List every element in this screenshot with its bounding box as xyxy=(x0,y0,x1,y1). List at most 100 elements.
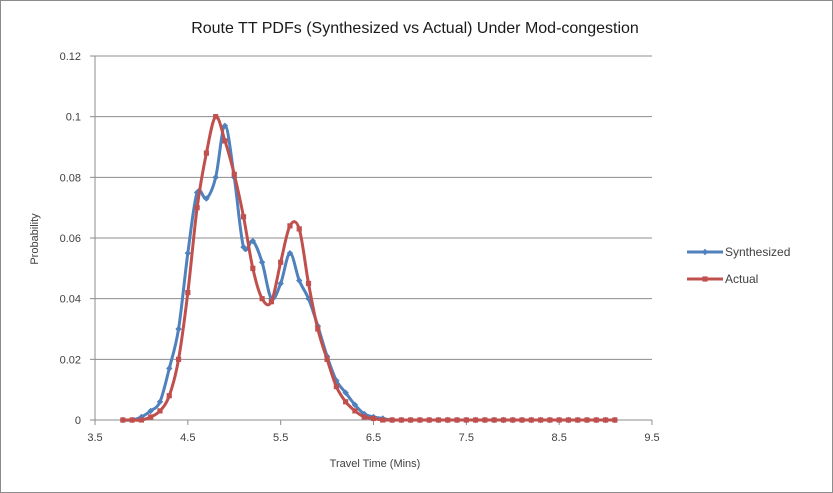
data-point-synthesized xyxy=(193,189,201,196)
data-point-actual xyxy=(463,417,469,423)
y-tick-label: 0.1 xyxy=(66,112,81,124)
y-tick-label: 0.12 xyxy=(60,51,81,63)
data-point-actual xyxy=(408,417,414,423)
data-point-actual xyxy=(612,417,618,423)
data-point-actual xyxy=(528,417,534,423)
data-point-actual xyxy=(240,214,247,220)
data-point-actual xyxy=(175,356,182,362)
data-point-actual xyxy=(268,299,274,305)
data-point-actual xyxy=(148,414,154,420)
data-point-synthesized xyxy=(286,249,294,257)
data-point-synthesized xyxy=(296,277,303,284)
data-point-actual xyxy=(213,114,219,120)
data-point-actual xyxy=(129,417,135,423)
data-point-actual xyxy=(203,150,209,156)
data-point-actual xyxy=(231,171,237,177)
y-tick-label: 0 xyxy=(75,415,81,427)
data-point-synthesized xyxy=(156,398,164,405)
x-tick-label: 9.5 xyxy=(644,432,659,444)
series-synthesized xyxy=(119,122,619,424)
data-point-actual xyxy=(435,417,442,423)
data-point-actual xyxy=(519,417,525,423)
x-tick-label: 3.5 xyxy=(87,432,102,444)
data-point-actual xyxy=(445,417,451,423)
data-point-synthesized xyxy=(184,249,192,257)
data-point-synthesized xyxy=(351,401,359,409)
data-point-actual xyxy=(352,408,358,414)
legend-item-actual: Actual xyxy=(687,272,758,286)
series-actual xyxy=(120,114,618,423)
axes: 0 0.02 0.04 0.06 0.08 0.1 0.12 3.5 4.5 5.5 6.5 7.5 8… xyxy=(60,51,660,444)
data-point-actual xyxy=(547,417,553,423)
y-tick-label: 0.08 xyxy=(60,172,81,184)
data-point-actual xyxy=(296,226,302,232)
x-tick-label: 5.5 xyxy=(273,432,288,444)
data-point-actual xyxy=(250,265,256,271)
data-point-actual xyxy=(287,223,293,229)
data-point-actual xyxy=(389,417,395,423)
x-tick-label: 8.5 xyxy=(552,432,567,444)
data-point-synthesized xyxy=(277,280,284,287)
data-point-synthesized xyxy=(212,174,219,181)
data-point-actual xyxy=(584,417,590,423)
data-point-actual xyxy=(538,417,544,423)
legend-label: Actual xyxy=(725,272,758,286)
series-line-actual xyxy=(122,115,615,422)
y-axis-title: Probability xyxy=(29,213,41,265)
data-point-actual xyxy=(482,417,488,423)
data-point-actual xyxy=(343,399,349,405)
x-tick-label: 6.5 xyxy=(366,432,381,444)
series-group xyxy=(119,114,619,424)
data-point-actual xyxy=(278,259,284,265)
data-point-actual xyxy=(324,356,330,362)
data-point-actual xyxy=(510,417,516,423)
legend-item-synthesized: Synthesized xyxy=(687,245,790,259)
data-point-actual xyxy=(315,326,321,332)
data-point-actual xyxy=(556,417,562,423)
legend: Synthesized Actual xyxy=(687,245,790,286)
data-point-synthesized xyxy=(203,195,210,202)
gridlines xyxy=(95,55,652,360)
data-point-actual xyxy=(222,138,228,144)
data-point-synthesized xyxy=(147,407,154,415)
data-point-actual xyxy=(602,417,609,423)
legend-marker xyxy=(702,276,708,282)
data-point-actual xyxy=(370,415,377,422)
data-point-actual xyxy=(593,417,599,423)
chart-title: Route TT PDFs (Synthesized vs Actual) Un… xyxy=(191,20,639,37)
data-point-actual xyxy=(417,417,423,423)
y-tick-label: 0.02 xyxy=(60,354,81,366)
data-point-actual xyxy=(473,417,479,423)
data-point-synthesized xyxy=(258,259,266,266)
data-point-actual xyxy=(500,417,507,423)
data-point-synthesized xyxy=(166,365,173,372)
data-point-actual xyxy=(166,393,172,399)
data-point-actual xyxy=(194,205,200,211)
data-point-actual xyxy=(398,417,404,423)
data-point-actual xyxy=(259,296,265,302)
data-point-synthesized xyxy=(175,325,182,333)
data-point-actual xyxy=(380,417,386,423)
data-point-synthesized xyxy=(342,389,349,396)
data-point-synthesized xyxy=(249,237,257,245)
data-point-actual xyxy=(361,414,367,420)
legend-label: Synthesized xyxy=(725,245,790,259)
data-point-actual xyxy=(185,290,191,296)
x-tick-label: 4.5 xyxy=(180,432,195,444)
data-point-actual xyxy=(454,417,460,423)
data-point-actual xyxy=(491,417,497,423)
x-axis-title: Travel Time (Mins) xyxy=(330,458,421,470)
legend-marker xyxy=(701,248,709,256)
data-point-actual xyxy=(333,384,339,390)
y-tick-label: 0.06 xyxy=(60,233,81,245)
data-point-actual xyxy=(138,417,145,423)
data-point-actual xyxy=(426,417,432,423)
y-tick-label: 0.04 xyxy=(60,294,81,306)
data-point-actual xyxy=(120,417,126,423)
x-tick-label: 7.5 xyxy=(459,432,474,444)
data-point-synthesized xyxy=(221,122,229,129)
data-point-actual xyxy=(305,280,312,287)
series-line-synthesized xyxy=(122,124,615,422)
